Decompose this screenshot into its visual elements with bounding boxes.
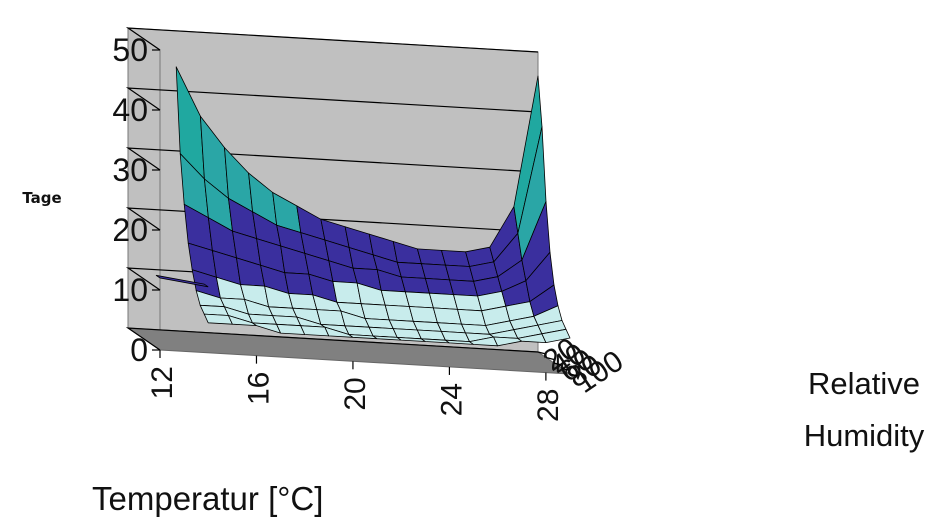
surface-cell (380, 289, 410, 307)
z-tick-label: 40 (112, 92, 148, 128)
surface-cell (432, 307, 462, 325)
surface-cell (288, 293, 318, 311)
y-tick-mark (545, 356, 555, 361)
surface-cell (445, 264, 475, 282)
surface-cell (360, 303, 390, 321)
x-tick-label: 28 (532, 389, 565, 422)
chart-x-ticks: 12 16 20 24 28 (146, 350, 565, 422)
surface-cell (400, 276, 430, 294)
surface-cell (408, 306, 438, 324)
surface-ledge (155, 274, 209, 288)
surface-cell (420, 263, 450, 281)
chart-surface (155, 66, 571, 347)
z-tick-label: 30 (112, 152, 148, 188)
x-axis-label: Temperatur [°C] (92, 480, 323, 517)
surface-cell (428, 292, 458, 310)
surface-cell (384, 304, 414, 322)
depth-axis-label-line-1: Relative (808, 366, 920, 401)
y-axis-label: Tage (22, 189, 61, 207)
chart-z-ticks: 0 10 20 30 40 50 (112, 32, 160, 368)
y-tick-mark (569, 373, 579, 377)
y-tick-mark (537, 351, 547, 355)
surface-cell (316, 309, 346, 327)
x-tick-label: 24 (435, 383, 468, 416)
x-tick-label: 16 (242, 372, 275, 405)
gridline-z-30 (125, 147, 539, 173)
gridline-z-20 (125, 207, 539, 233)
x-tick-label: 12 (146, 366, 179, 399)
x-tick-label: 20 (339, 377, 372, 410)
surface-cell (416, 248, 446, 266)
z-tick-label: 50 (112, 32, 148, 68)
surface-cell (396, 261, 426, 279)
z-tick-label: 0 (130, 332, 148, 368)
surface-cell (541, 328, 571, 344)
y-tick-mark (553, 362, 563, 366)
z-tick-label: 20 (112, 212, 148, 248)
surface-cell (404, 291, 434, 309)
z-tick-label: 10 (112, 272, 148, 308)
surface-cell (284, 272, 314, 296)
surface-cell (449, 279, 479, 297)
y-tick-mark (561, 367, 571, 372)
surface-cell (457, 308, 487, 326)
surface-cell (332, 281, 362, 305)
surface-cell (453, 294, 483, 312)
chart-gridlines (125, 27, 539, 353)
gridline-z-40 (125, 87, 539, 113)
gridline-z-0 (125, 327, 539, 353)
depth-axis-label-line-2: Humidity (804, 418, 925, 453)
surface-cell (424, 277, 454, 296)
surface-cell (441, 249, 471, 267)
gridline-z-50 (125, 27, 539, 53)
